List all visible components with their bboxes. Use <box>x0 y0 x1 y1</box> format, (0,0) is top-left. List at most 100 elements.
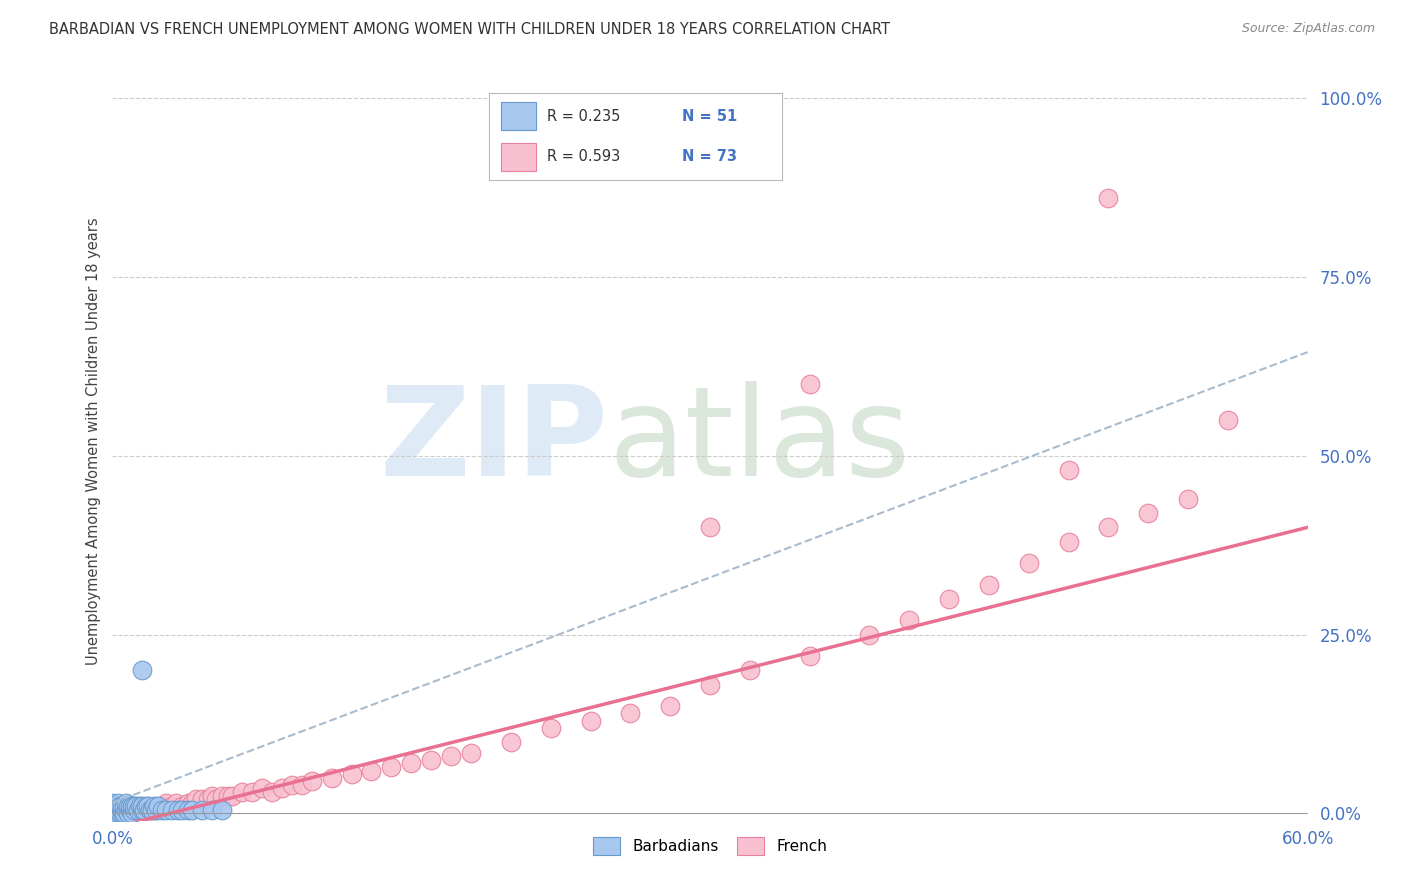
Point <box>110 806 132 821</box>
Y-axis label: Unemployment Among Women with Children Under 18 years: Unemployment Among Women with Children U… <box>86 218 101 665</box>
Point <box>360 764 382 778</box>
Point <box>155 796 177 810</box>
Point <box>131 803 153 817</box>
Point <box>1177 491 1199 506</box>
Point <box>240 785 263 799</box>
Point <box>127 803 149 817</box>
Point <box>1097 520 1119 534</box>
Point <box>579 714 602 728</box>
Point <box>1057 463 1080 477</box>
Point <box>201 803 224 817</box>
Point <box>659 699 682 714</box>
Point <box>111 806 134 821</box>
Point <box>172 799 194 814</box>
Point <box>291 778 314 792</box>
Point <box>124 803 146 817</box>
Point <box>898 613 921 627</box>
Point <box>177 796 200 810</box>
Point <box>145 803 167 817</box>
Point <box>101 799 124 814</box>
Point <box>127 803 149 817</box>
Point <box>165 796 187 810</box>
Point <box>111 803 134 817</box>
Point <box>977 577 1000 591</box>
Point <box>131 799 153 814</box>
Point <box>1097 191 1119 205</box>
Point <box>155 803 177 817</box>
Text: ZIP: ZIP <box>380 381 609 502</box>
Point <box>699 678 721 692</box>
Point <box>121 799 143 814</box>
Point <box>103 799 125 814</box>
Point <box>120 803 142 817</box>
Point <box>120 799 142 814</box>
Point <box>135 799 157 814</box>
Point <box>141 803 163 817</box>
Legend: Barbadians, French: Barbadians, French <box>592 837 828 855</box>
Point <box>148 799 170 814</box>
Point <box>181 803 204 817</box>
Point <box>231 785 253 799</box>
Point <box>440 749 463 764</box>
Point <box>167 803 190 817</box>
Point <box>105 799 128 814</box>
Point <box>540 721 562 735</box>
Point <box>211 803 233 817</box>
Point <box>131 664 153 678</box>
Point <box>858 628 880 642</box>
Point <box>172 803 194 817</box>
Text: atlas: atlas <box>609 381 911 502</box>
Point <box>145 803 167 817</box>
Point <box>107 806 129 821</box>
Point <box>101 803 124 817</box>
Point <box>114 799 135 814</box>
Point <box>134 803 156 817</box>
Text: Source: ZipAtlas.com: Source: ZipAtlas.com <box>1241 22 1375 36</box>
Text: BARBADIAN VS FRENCH UNEMPLOYMENT AMONG WOMEN WITH CHILDREN UNDER 18 YEARS CORREL: BARBADIAN VS FRENCH UNEMPLOYMENT AMONG W… <box>49 22 890 37</box>
Point <box>101 803 124 817</box>
Point <box>111 806 134 821</box>
Point <box>217 789 239 803</box>
Point <box>105 806 128 821</box>
Point <box>340 767 363 781</box>
Point <box>420 753 443 767</box>
Point <box>181 796 204 810</box>
Point <box>270 781 292 796</box>
Point <box>114 806 135 821</box>
Point <box>162 803 183 817</box>
Point <box>125 803 148 817</box>
Point <box>699 520 721 534</box>
Point <box>134 803 156 817</box>
Point <box>110 803 132 817</box>
Point <box>499 735 522 749</box>
Point <box>117 806 139 821</box>
Point <box>111 803 134 817</box>
Point <box>103 806 125 821</box>
Point <box>938 591 960 606</box>
Point <box>121 806 143 821</box>
Point <box>107 803 129 817</box>
Point <box>114 806 135 821</box>
Point <box>129 799 152 814</box>
Point <box>150 799 173 814</box>
Point <box>177 803 200 817</box>
Point <box>186 792 208 806</box>
Point <box>115 796 138 810</box>
Point <box>124 803 146 817</box>
Point <box>143 799 166 814</box>
Point <box>211 789 233 803</box>
Point <box>281 778 304 792</box>
Point <box>321 771 343 785</box>
Point <box>124 799 146 814</box>
Point <box>125 799 148 814</box>
Point <box>111 799 134 814</box>
Point <box>105 803 128 817</box>
Point <box>460 746 482 760</box>
Point <box>191 803 214 817</box>
Point <box>205 792 228 806</box>
Point <box>120 803 142 817</box>
Point <box>115 803 138 817</box>
Point <box>1018 556 1040 570</box>
Point <box>107 796 129 810</box>
Point <box>380 760 402 774</box>
